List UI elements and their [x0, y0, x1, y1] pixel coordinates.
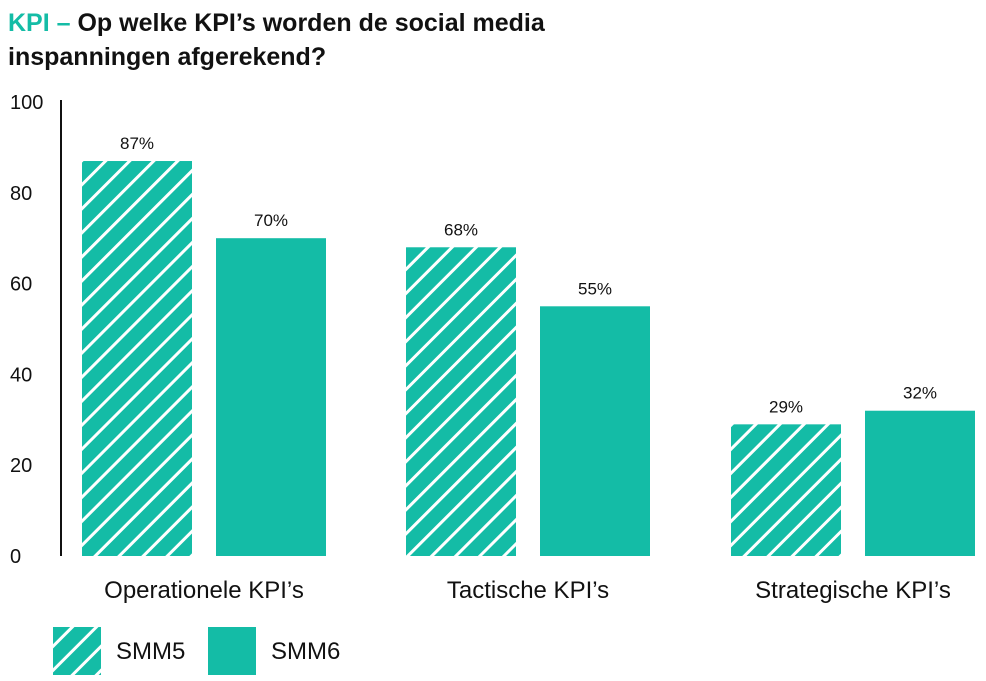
- title-prefix: KPI –: [8, 9, 71, 37]
- bar-smm6: [216, 238, 326, 556]
- legend-swatch-smm5: [53, 627, 101, 675]
- bar-smm5: [406, 247, 516, 556]
- y-tick-label: 40: [10, 364, 32, 386]
- x-category-label: Strategische KPI’s: [755, 577, 951, 604]
- chart-title: KPI – Op welke KPI’s worden de social me…: [8, 6, 908, 74]
- y-tick-label: 20: [10, 455, 32, 477]
- legend-label-smm5: SMM5: [116, 638, 185, 665]
- bar-smm5: [731, 424, 841, 556]
- bar-smm6: [865, 410, 975, 556]
- data-label: 87%: [120, 134, 154, 153]
- x-category-label: Operationele KPI’s: [104, 577, 304, 604]
- y-tick-label: 100: [10, 92, 43, 114]
- data-label: 68%: [444, 220, 478, 239]
- title-line1: Op welke KPI’s worden de social media: [77, 9, 545, 37]
- legend-swatch-smm6: [208, 627, 256, 675]
- y-tick-label: 0: [10, 546, 21, 568]
- data-label: 32%: [903, 384, 937, 403]
- data-label: 55%: [578, 279, 612, 298]
- data-label: 29%: [769, 397, 803, 416]
- legend-label-smm6: SMM6: [271, 638, 340, 665]
- data-label: 70%: [254, 211, 288, 230]
- title-line2: inspanningen afgerekend?: [8, 43, 327, 71]
- y-tick-label: 60: [10, 274, 32, 296]
- bar-smm5: [82, 161, 192, 556]
- bar-smm6: [540, 306, 650, 556]
- x-category-label: Tactische KPI’s: [447, 577, 609, 604]
- y-tick-label: 80: [10, 183, 32, 205]
